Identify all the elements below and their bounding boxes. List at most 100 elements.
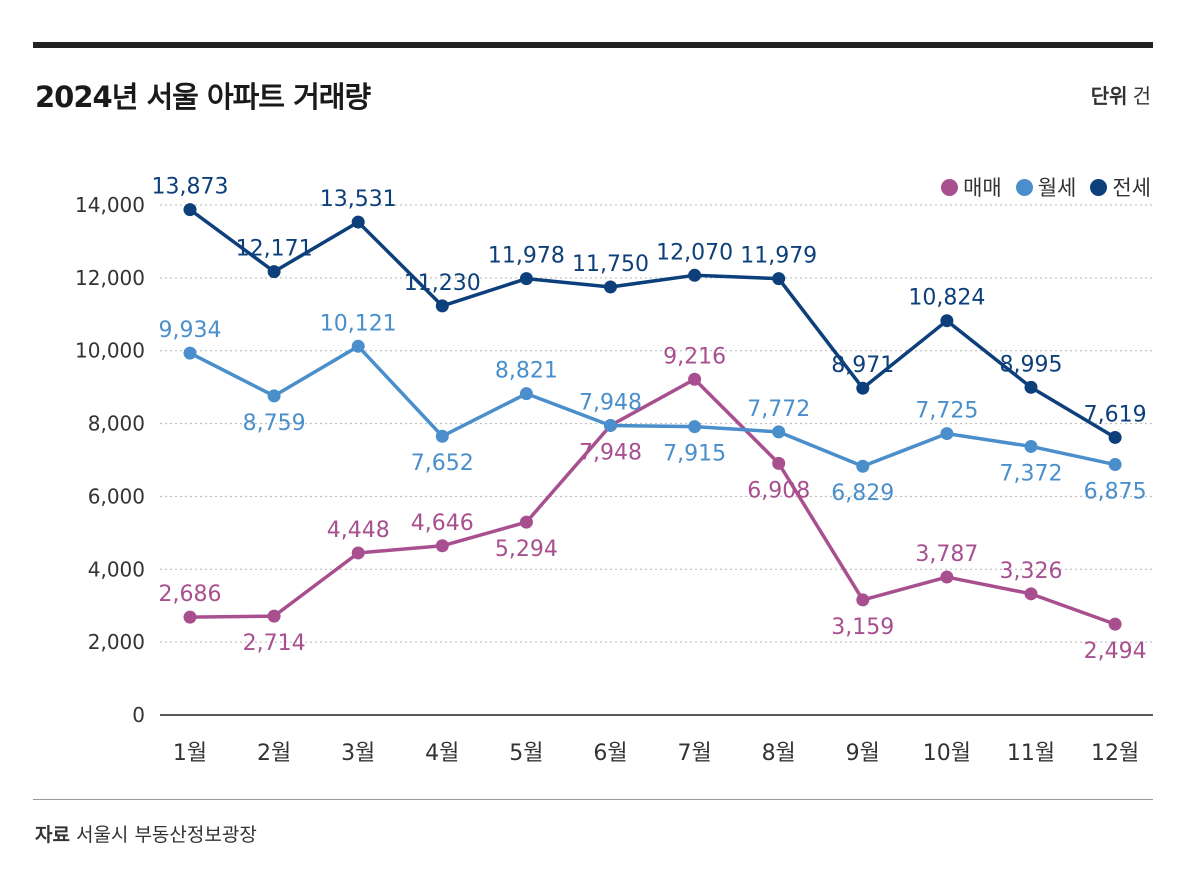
data-label-매매: 7,948	[579, 440, 642, 465]
data-point-매매	[519, 515, 533, 529]
source-value: 서울시 부동산정보광장	[75, 824, 257, 846]
data-point-매매	[183, 610, 197, 624]
x-tick-label: 3월	[341, 741, 375, 766]
unit-label: 단위	[1090, 84, 1128, 108]
data-label-월세: 8,821	[495, 359, 558, 384]
unit-value: 건	[1132, 84, 1151, 108]
data-point-월세	[435, 429, 449, 443]
top-rule	[33, 42, 1153, 48]
data-label-매매: 4,646	[411, 511, 474, 536]
data-label-매매: 3,326	[1000, 559, 1063, 584]
x-tick-label: 9월	[846, 741, 880, 766]
data-label-매매: 3,787	[915, 542, 978, 567]
data-label-전세: 11,978	[488, 244, 565, 269]
legend-dot-icon	[1015, 178, 1033, 196]
x-tick-label: 5월	[509, 741, 543, 766]
data-point-전세	[519, 272, 533, 286]
data-label-전세: 7,619	[1084, 402, 1147, 427]
data-label-전세: 11,230	[404, 271, 481, 296]
data-point-월세	[688, 420, 702, 434]
data-point-매매	[688, 372, 702, 386]
data-point-전세	[267, 265, 281, 279]
bottom-rule	[33, 799, 1153, 800]
legend-item-매매: 매매	[941, 172, 1002, 202]
data-point-월세	[772, 425, 786, 439]
data-point-월세	[183, 346, 197, 360]
series-월세: 9,934 8,759 10,121 7,652 8,821 7,948 7,915 7,77…	[159, 311, 1147, 506]
data-point-매매	[772, 456, 786, 470]
data-label-전세: 10,824	[908, 286, 985, 311]
data-point-매매	[940, 570, 954, 584]
data-point-매매	[267, 609, 281, 623]
legend: 매매 월세 전세	[941, 172, 1151, 202]
chart-title: 2024년 서울 아파트 거래량	[35, 80, 371, 114]
unit-note: 단위 건	[1091, 80, 1151, 109]
y-tick-label: 4,000	[88, 557, 145, 581]
data-label-전세: 13,531	[320, 187, 397, 212]
data-label-월세: 10,121	[320, 311, 397, 336]
y-tick-label: 8,000	[88, 412, 145, 436]
data-label-매매: 6,908	[747, 478, 810, 503]
data-point-월세	[1108, 458, 1122, 472]
data-point-전세	[351, 215, 365, 229]
data-label-전세: 8,971	[831, 353, 894, 378]
data-label-매매: 9,216	[663, 344, 726, 369]
data-label-전세: 12,070	[656, 240, 733, 265]
data-point-전세	[1108, 430, 1122, 444]
data-label-월세: 7,372	[1000, 461, 1063, 486]
data-label-월세: 6,875	[1084, 480, 1147, 505]
legend-dot-icon	[1090, 178, 1108, 196]
legend-item-월세: 월세	[1015, 172, 1076, 202]
data-label-전세: 8,995	[1000, 352, 1063, 377]
x-tick-label: 10월	[923, 741, 971, 766]
data-point-월세	[519, 387, 533, 401]
y-tick-label: 6,000	[88, 484, 145, 508]
data-point-월세	[856, 459, 870, 473]
data-label-월세: 8,759	[243, 411, 306, 436]
y-tick-label: 14,000	[75, 193, 145, 217]
data-point-전세	[604, 280, 617, 294]
data-label-전세: 11,979	[740, 244, 817, 269]
x-tick-label: 1월	[173, 741, 207, 766]
data-label-월세: 7,915	[663, 442, 726, 467]
data-point-전세	[1024, 380, 1038, 394]
data-point-월세	[1024, 439, 1038, 453]
data-label-월세: 7,725	[915, 399, 978, 424]
data-label-전세: 12,171	[236, 237, 313, 262]
data-label-월세: 7,772	[747, 397, 810, 422]
data-point-매매	[351, 546, 365, 560]
data-point-월세	[351, 339, 365, 353]
data-point-매매	[1024, 587, 1038, 601]
y-tick-label: 2,000	[88, 630, 145, 654]
data-label-월세: 7,948	[579, 390, 642, 415]
data-point-전세	[856, 381, 870, 395]
data-label-월세: 7,652	[411, 451, 474, 476]
data-label-전세: 13,873	[152, 175, 229, 200]
y-tick-label: 12,000	[75, 266, 145, 290]
data-point-전세	[772, 272, 786, 286]
x-tick-label: 11월	[1007, 741, 1055, 766]
data-label-매매: 5,294	[495, 537, 558, 562]
data-point-전세	[940, 314, 954, 328]
data-label-월세: 6,829	[831, 481, 894, 506]
data-point-매매	[856, 593, 870, 607]
y-tick-label: 10,000	[75, 339, 145, 363]
data-label-매매: 4,448	[327, 518, 390, 543]
legend-label: 전세	[1112, 176, 1151, 200]
x-tick-label: 12월	[1091, 741, 1139, 766]
data-label-전세: 11,750	[572, 252, 649, 277]
data-label-매매: 3,159	[831, 615, 894, 640]
series-line-매매	[189, 377, 1116, 626]
data-point-월세	[267, 389, 281, 403]
series-매매: 2,686 2,714 4,448 4,646 5,294 7,948 9,216 6,908…	[159, 344, 1147, 664]
data-point-매매	[1108, 617, 1122, 631]
x-tick-label: 6월	[593, 741, 627, 766]
data-point-전세	[688, 268, 702, 282]
legend-label: 매매	[963, 176, 1002, 200]
data-label-매매: 2,494	[1084, 639, 1147, 664]
data-point-매매	[435, 539, 449, 553]
series-line-전세	[188, 208, 1116, 439]
legend-dot-icon	[941, 178, 959, 196]
source-label: 자료	[35, 824, 70, 846]
